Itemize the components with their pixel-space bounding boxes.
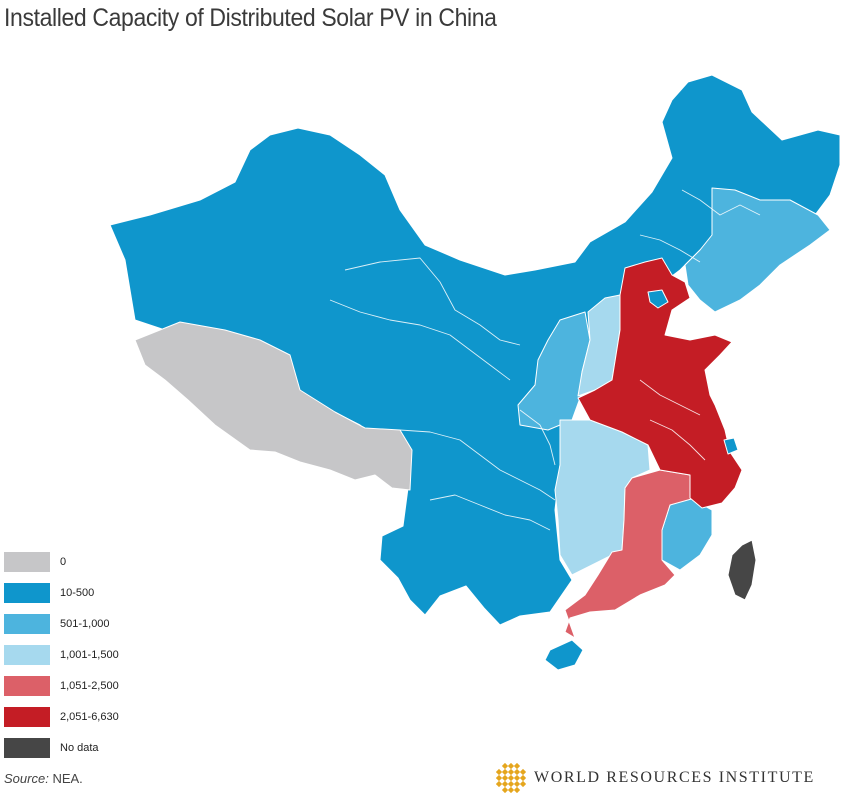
legend-swatch <box>4 706 50 727</box>
legend: 0 10-500 501-1,000 1,001-1,500 1,051-2,5… <box>4 546 119 763</box>
legend-item: 10-500 <box>4 577 119 608</box>
source-value: NEA. <box>52 771 83 786</box>
legend-label: 10-500 <box>60 586 95 599</box>
legend-item: No data <box>4 732 119 763</box>
wri-lattice-dot <box>507 768 515 776</box>
map-region-fujian <box>661 497 713 571</box>
map-region-south <box>564 469 696 639</box>
map-region-beijing <box>647 289 669 309</box>
legend-swatch <box>4 737 50 758</box>
wri-lattice-dot <box>519 774 526 782</box>
wri-lattice-dot <box>496 774 503 782</box>
wri-logo-text: WORLD RESOURCES INSTITUTE <box>534 769 815 786</box>
wri-lattice-dot <box>513 786 521 793</box>
wri-lattice-dot <box>507 786 515 793</box>
wri-lattice-dot <box>501 780 509 788</box>
wri-lattice-dot <box>507 774 515 782</box>
legend-item: 501-1,000 <box>4 608 119 639</box>
wri-lattice-dot <box>501 774 509 782</box>
map-region-tibet <box>134 321 413 491</box>
map-region-hainan <box>544 639 584 671</box>
legend-label: No data <box>60 741 99 754</box>
wri-lattice-dot <box>513 780 521 788</box>
wri-lattice-dot <box>507 763 515 770</box>
wri-lattice-dot <box>519 780 526 788</box>
legend-label: 1,001-1,500 <box>60 648 119 661</box>
legend-item: 0 <box>4 546 119 577</box>
wri-lattice-dot <box>513 768 521 776</box>
legend-swatch <box>4 613 50 634</box>
legend-swatch <box>4 582 50 603</box>
map-region-northeast <box>684 187 831 313</box>
legend-label: 1,051-2,500 <box>60 679 119 692</box>
map-region-shanghai <box>723 437 739 455</box>
wri-lattice-dot <box>507 780 515 788</box>
wri-lattice-dot <box>501 763 509 770</box>
legend-swatch <box>4 644 50 665</box>
legend-label: 501-1,000 <box>60 617 110 630</box>
legend-item: 1,001-1,500 <box>4 639 119 670</box>
legend-item: 1,051-2,500 <box>4 670 119 701</box>
source-label: Source: <box>4 771 49 786</box>
wri-lattice-dot <box>501 768 509 776</box>
wri-lattice-dot <box>513 774 521 782</box>
legend-swatch <box>4 675 50 696</box>
wri-lattice-dot <box>513 763 521 770</box>
legend-swatch <box>4 551 50 572</box>
wri-logo: WORLD RESOURCES INSTITUTE <box>496 763 815 793</box>
legend-item: 2,051-6,630 <box>4 701 119 732</box>
legend-label: 0 <box>60 555 67 568</box>
legend-label: 2,051-6,630 <box>60 710 119 723</box>
wri-lattice-dot <box>496 768 503 776</box>
wri-lattice-dot <box>501 786 509 793</box>
wri-lattice-icon <box>496 763 526 793</box>
map-region-taiwan <box>727 539 757 601</box>
map-title: Installed Capacity of Distributed Solar … <box>4 4 497 32</box>
wri-lattice-dot <box>496 780 503 788</box>
source-note: Source: NEA. <box>4 771 83 786</box>
wri-lattice-dot <box>519 768 526 776</box>
